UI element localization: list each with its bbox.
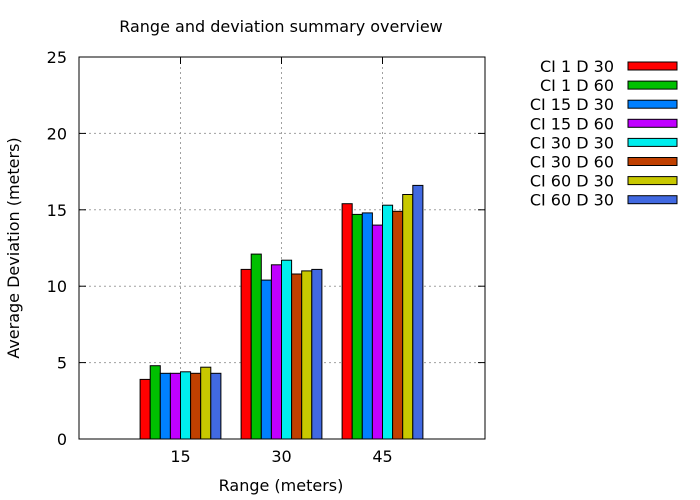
y-tick-label: 10 <box>47 277 67 296</box>
bar <box>149 365 161 440</box>
bar <box>260 279 272 440</box>
y-tick-label: 15 <box>47 201 67 220</box>
legend-swatch <box>627 61 678 71</box>
bar <box>291 273 303 440</box>
legend-label: CI 30 D 30 <box>530 133 614 152</box>
legend-label: CI 60 D 30 <box>530 172 614 191</box>
legend-label: CI 15 D 60 <box>530 114 614 133</box>
bar <box>281 259 293 440</box>
bar <box>361 212 373 440</box>
bar <box>392 210 404 440</box>
bar <box>382 204 394 440</box>
legend-label: CI 1 D 60 <box>540 76 614 95</box>
legend-label: CI 60 D 30 <box>530 191 614 210</box>
bar <box>200 366 212 440</box>
bar <box>351 213 363 440</box>
bar <box>139 378 151 440</box>
legend-swatch <box>627 176 678 186</box>
legend-label: CI 30 D 60 <box>530 153 614 172</box>
x-tick-label: 45 <box>372 447 392 466</box>
y-tick-label: 20 <box>47 124 67 143</box>
legend-swatch <box>627 195 678 205</box>
bar <box>270 264 282 440</box>
bars <box>139 184 424 440</box>
bar <box>250 253 262 440</box>
legend-swatch <box>627 99 678 109</box>
bar <box>190 372 202 440</box>
x-tick-label: 30 <box>271 447 291 466</box>
bar <box>311 268 323 440</box>
bar <box>169 372 181 440</box>
x-tick-label: 15 <box>170 447 190 466</box>
x-axis-label: Range (meters) <box>219 476 344 495</box>
bar <box>240 268 252 440</box>
legend-swatch <box>627 137 678 147</box>
y-tick-label: 0 <box>57 430 67 449</box>
y-tick-label: 25 <box>47 48 67 67</box>
y-tick-label: 5 <box>57 354 67 373</box>
legend-swatch <box>627 80 678 90</box>
bar <box>180 371 192 440</box>
chart-title: Range and deviation summary overview <box>119 17 443 36</box>
legend-label: CI 1 D 30 <box>540 57 614 76</box>
bar <box>210 372 222 440</box>
legend-swatch <box>627 118 678 128</box>
bar <box>371 224 383 440</box>
bar <box>402 194 414 440</box>
x-axis-ticks: 15 30 45 <box>170 57 393 466</box>
legend-label: CI 15 D 30 <box>530 95 614 114</box>
legend-swatch <box>627 157 678 166</box>
bar <box>159 372 171 440</box>
bar <box>341 203 353 440</box>
bar <box>301 270 313 440</box>
y-axis-label: Average Deviation (meters) <box>4 137 23 358</box>
bar <box>412 184 424 440</box>
y-axis-ticks: 0 5 10 15 20 25 <box>47 48 485 449</box>
